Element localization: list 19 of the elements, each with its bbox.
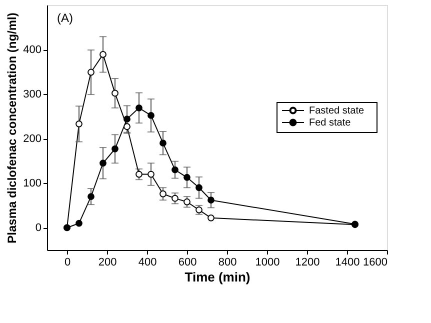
x-tick-label: 400 [138,256,157,268]
x-tick-label: 1600 [363,256,388,268]
x-tick-label: 1000 [255,256,280,268]
x-tick-label: 1200 [295,256,320,268]
y-tick-label: 400 [23,44,42,56]
x-tick-label: 800 [218,256,237,268]
x-tick-label: 0 [64,256,71,268]
y-axis-title: Plasma diclofenac concentration (ng/ml) [5,12,20,244]
annotation: (A) [57,11,73,25]
x-tick-label: 600 [178,256,197,268]
y-tick-label: 100 [23,178,42,190]
legend-label: Fed state [309,118,352,128]
x-tick-label: 1400 [335,256,360,268]
y-tick-label: 200 [23,133,42,146]
x-tick-label: 200 [98,256,117,268]
legend-label: Fasted state [309,106,364,116]
y-tick-label: 0 [35,222,42,234]
y-tick-label: 300 [23,88,42,101]
x-axis-title: Time (min) [184,270,250,284]
